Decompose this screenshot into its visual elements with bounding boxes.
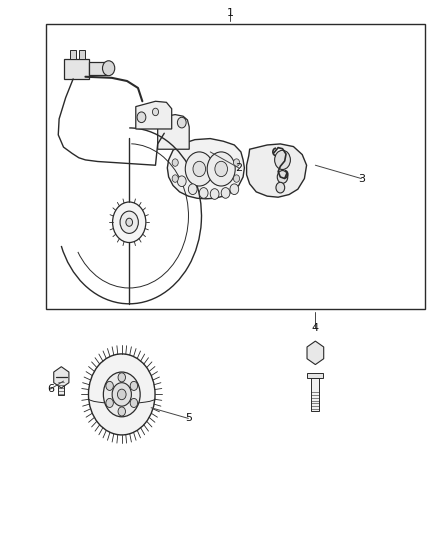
Polygon shape (247, 144, 307, 197)
Circle shape (185, 152, 213, 186)
Polygon shape (54, 367, 69, 388)
Circle shape (120, 211, 138, 233)
Circle shape (102, 61, 115, 76)
Circle shape (117, 389, 126, 400)
Circle shape (276, 182, 285, 193)
Circle shape (215, 161, 227, 176)
Text: 4: 4 (312, 323, 319, 333)
Circle shape (126, 218, 133, 227)
Polygon shape (167, 139, 244, 199)
Bar (46, 24, 425, 309)
Circle shape (161, 117, 170, 128)
Circle shape (177, 117, 186, 128)
Circle shape (188, 184, 197, 195)
Circle shape (152, 108, 159, 116)
Circle shape (106, 382, 113, 390)
Polygon shape (307, 341, 324, 365)
Text: 6: 6 (47, 384, 54, 394)
Circle shape (88, 354, 155, 435)
Bar (64, 59, 89, 79)
Text: 1: 1 (226, 9, 233, 18)
Polygon shape (136, 101, 172, 129)
Circle shape (118, 373, 126, 382)
Bar (79, 50, 85, 59)
Circle shape (172, 159, 178, 166)
Circle shape (193, 161, 205, 176)
Circle shape (130, 382, 138, 390)
Text: 2: 2 (235, 163, 242, 173)
Circle shape (221, 188, 230, 198)
Bar (70, 50, 76, 59)
Circle shape (103, 372, 140, 417)
Bar (89, 62, 107, 75)
Bar (311, 378, 319, 411)
Circle shape (118, 407, 126, 416)
Bar (307, 373, 323, 378)
Text: 3: 3 (358, 174, 365, 183)
Circle shape (207, 152, 235, 186)
Circle shape (112, 383, 131, 406)
Circle shape (137, 112, 146, 123)
Circle shape (233, 159, 240, 166)
Circle shape (130, 399, 138, 407)
Circle shape (177, 176, 186, 187)
Text: 5: 5 (185, 414, 192, 423)
Circle shape (106, 399, 113, 407)
Circle shape (113, 202, 146, 243)
Circle shape (210, 189, 219, 199)
Bar (58, 377, 64, 395)
Polygon shape (158, 115, 189, 149)
Circle shape (199, 188, 208, 198)
Circle shape (277, 171, 288, 183)
Circle shape (230, 184, 239, 195)
Circle shape (233, 175, 240, 182)
Circle shape (275, 150, 290, 169)
Circle shape (172, 175, 178, 182)
